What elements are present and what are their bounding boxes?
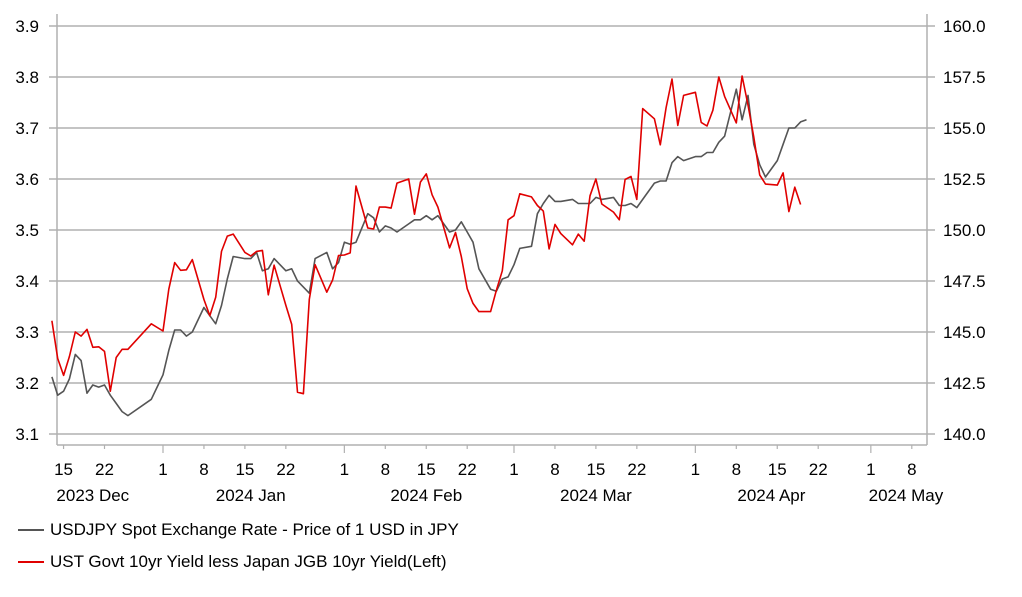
x-axis-ticks: 15 22 1 8 15 22 1 8 15 22 1 8 15 22 1 8 15 22 1 8 2023 Dec 20… [54,445,944,505]
left-tick-label: 3.3 [15,323,39,342]
x-tick-label: 15 [54,460,73,479]
x-tick-label: 8 [907,460,916,479]
left-tick-label: 3.9 [15,17,39,36]
axes [56,14,928,446]
x-tick-label: 8 [732,460,741,479]
series-line-usdjpy [51,88,807,417]
legend-label: UST Govt 10yr Yield less Japan JGB 10yr … [50,552,447,571]
legend-label: USDJPY Spot Exchange Rate - Price of 1 U… [50,520,459,539]
x-tick-label: 1 [158,460,167,479]
x-tick-label: 22 [458,460,477,479]
left-tick-label: 3.7 [15,119,39,138]
left-tick-label: 3.4 [15,272,39,291]
series-line-yield-spread [51,75,802,395]
x-tick-label: 8 [199,460,208,479]
right-tick-label: 152.5 [943,170,986,189]
x-tick-label: 15 [586,460,605,479]
x-tick-label: 1 [340,460,349,479]
right-tick-label: 157.5 [943,68,986,87]
x-month-label: 2023 Dec [56,486,129,505]
legend-item-usdjpy: USDJPY Spot Exchange Rate - Price of 1 U… [18,520,459,540]
right-tick-label: 140.0 [943,425,986,444]
left-tick-label: 3.8 [15,68,39,87]
x-month-label: 2024 Mar [560,486,632,505]
x-tick-label: 8 [550,460,559,479]
right-tick-label: 160.0 [943,17,986,36]
x-tick-label: 1 [866,460,875,479]
gridlines [49,25,935,435]
left-tick-label: 3.1 [15,425,39,444]
x-tick-label: 22 [95,460,114,479]
legend-swatch-gray [18,529,44,531]
right-tick-label: 150.0 [943,221,986,240]
x-month-label: 2024 Apr [737,486,805,505]
right-tick-label: 142.5 [943,374,986,393]
legend-item-yield-spread: UST Govt 10yr Yield less Japan JGB 10yr … [18,552,447,572]
left-tick-label: 3.6 [15,170,39,189]
chart: 3.13.23.33.43.53.63.73.83.9 140.0142.514… [15,14,986,505]
x-tick-label: 22 [627,460,646,479]
x-month-label: 2024 May [869,486,944,505]
legend-swatch-red [18,561,44,563]
x-tick-label: 8 [381,460,390,479]
x-tick-label: 15 [768,460,787,479]
x-tick-label: 1 [691,460,700,479]
x-month-label: 2024 Jan [216,486,286,505]
right-tick-label: 155.0 [943,119,986,138]
x-tick-label: 22 [276,460,295,479]
left-tick-label: 3.2 [15,374,39,393]
x-tick-label: 15 [235,460,254,479]
right-axis-ticks: 140.0 142.5 145.0 147.5 150.0 152.5 155.0 157.5… [943,17,986,444]
x-tick-label: 1 [509,460,518,479]
left-axis-ticks: 3.1 3.2 3.3 3.4 3.5 3.6 3.7 3.8 3.9 [15,17,39,444]
left-tick-label: 3.5 [15,221,39,240]
series-lines [51,75,807,417]
x-tick-label: 15 [417,460,436,479]
x-tick-label: 22 [809,460,828,479]
right-tick-label: 145.0 [943,323,986,342]
x-month-label: 2024 Feb [390,486,462,505]
right-tick-label: 147.5 [943,272,986,291]
